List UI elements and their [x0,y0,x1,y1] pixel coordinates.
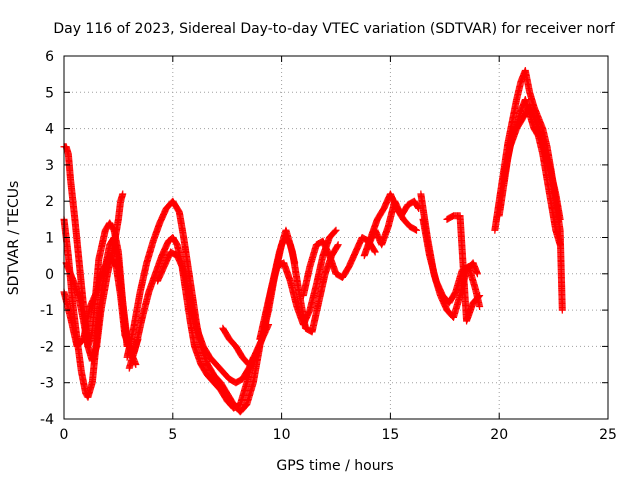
y-tick-label: 5 [45,85,54,101]
y-tick-label: 2 [45,194,54,210]
y-tick-label: 3 [45,158,54,174]
x-tick-label: 20 [490,427,508,443]
data-point [558,306,566,314]
x-tick-label: 0 [60,427,69,443]
data-point [473,270,481,278]
data-point [556,241,564,249]
y-tick-label: -2 [40,339,54,355]
y-tick-label: 4 [45,122,54,138]
data-point [556,215,564,223]
data-point [119,190,127,198]
data-point-interpolated [411,226,419,234]
x-tick-label: 25 [599,427,617,443]
data-point [476,302,484,310]
data-series [60,67,566,416]
x-tick-label: 15 [381,427,399,443]
data-point [476,292,484,300]
x-tick-label: 10 [273,427,291,443]
data-point [413,226,421,234]
y-tick-label: 0 [45,267,54,283]
data-point-interpolated [371,247,379,255]
y-tick-label: -3 [40,376,54,392]
y-tick-label: -1 [40,303,54,319]
chart-title: Day 116 of 2023, Sidereal Day-to-day VTE… [53,21,615,37]
y-tick-label: 6 [45,49,54,65]
y-tick-label: 1 [45,231,54,247]
data-point-interpolated [331,227,339,235]
data-point-interpolated [414,203,422,211]
data-point [334,241,342,249]
data-point-interpolated [334,242,342,250]
x-axis-title: GPS time / hours [276,458,393,474]
x-tick-label: 5 [168,427,177,443]
axis-ticks: 0 5 10 15 20 25 -4 -3 -2 -1 0 1 2 3 4 5 6 [40,49,617,443]
y-axis-title: SDTVAR / TECUs [6,181,22,296]
data-point [332,226,340,234]
y-tick-label: -4 [40,412,54,428]
data-point [371,248,379,256]
data-point-interpolated [475,292,483,300]
